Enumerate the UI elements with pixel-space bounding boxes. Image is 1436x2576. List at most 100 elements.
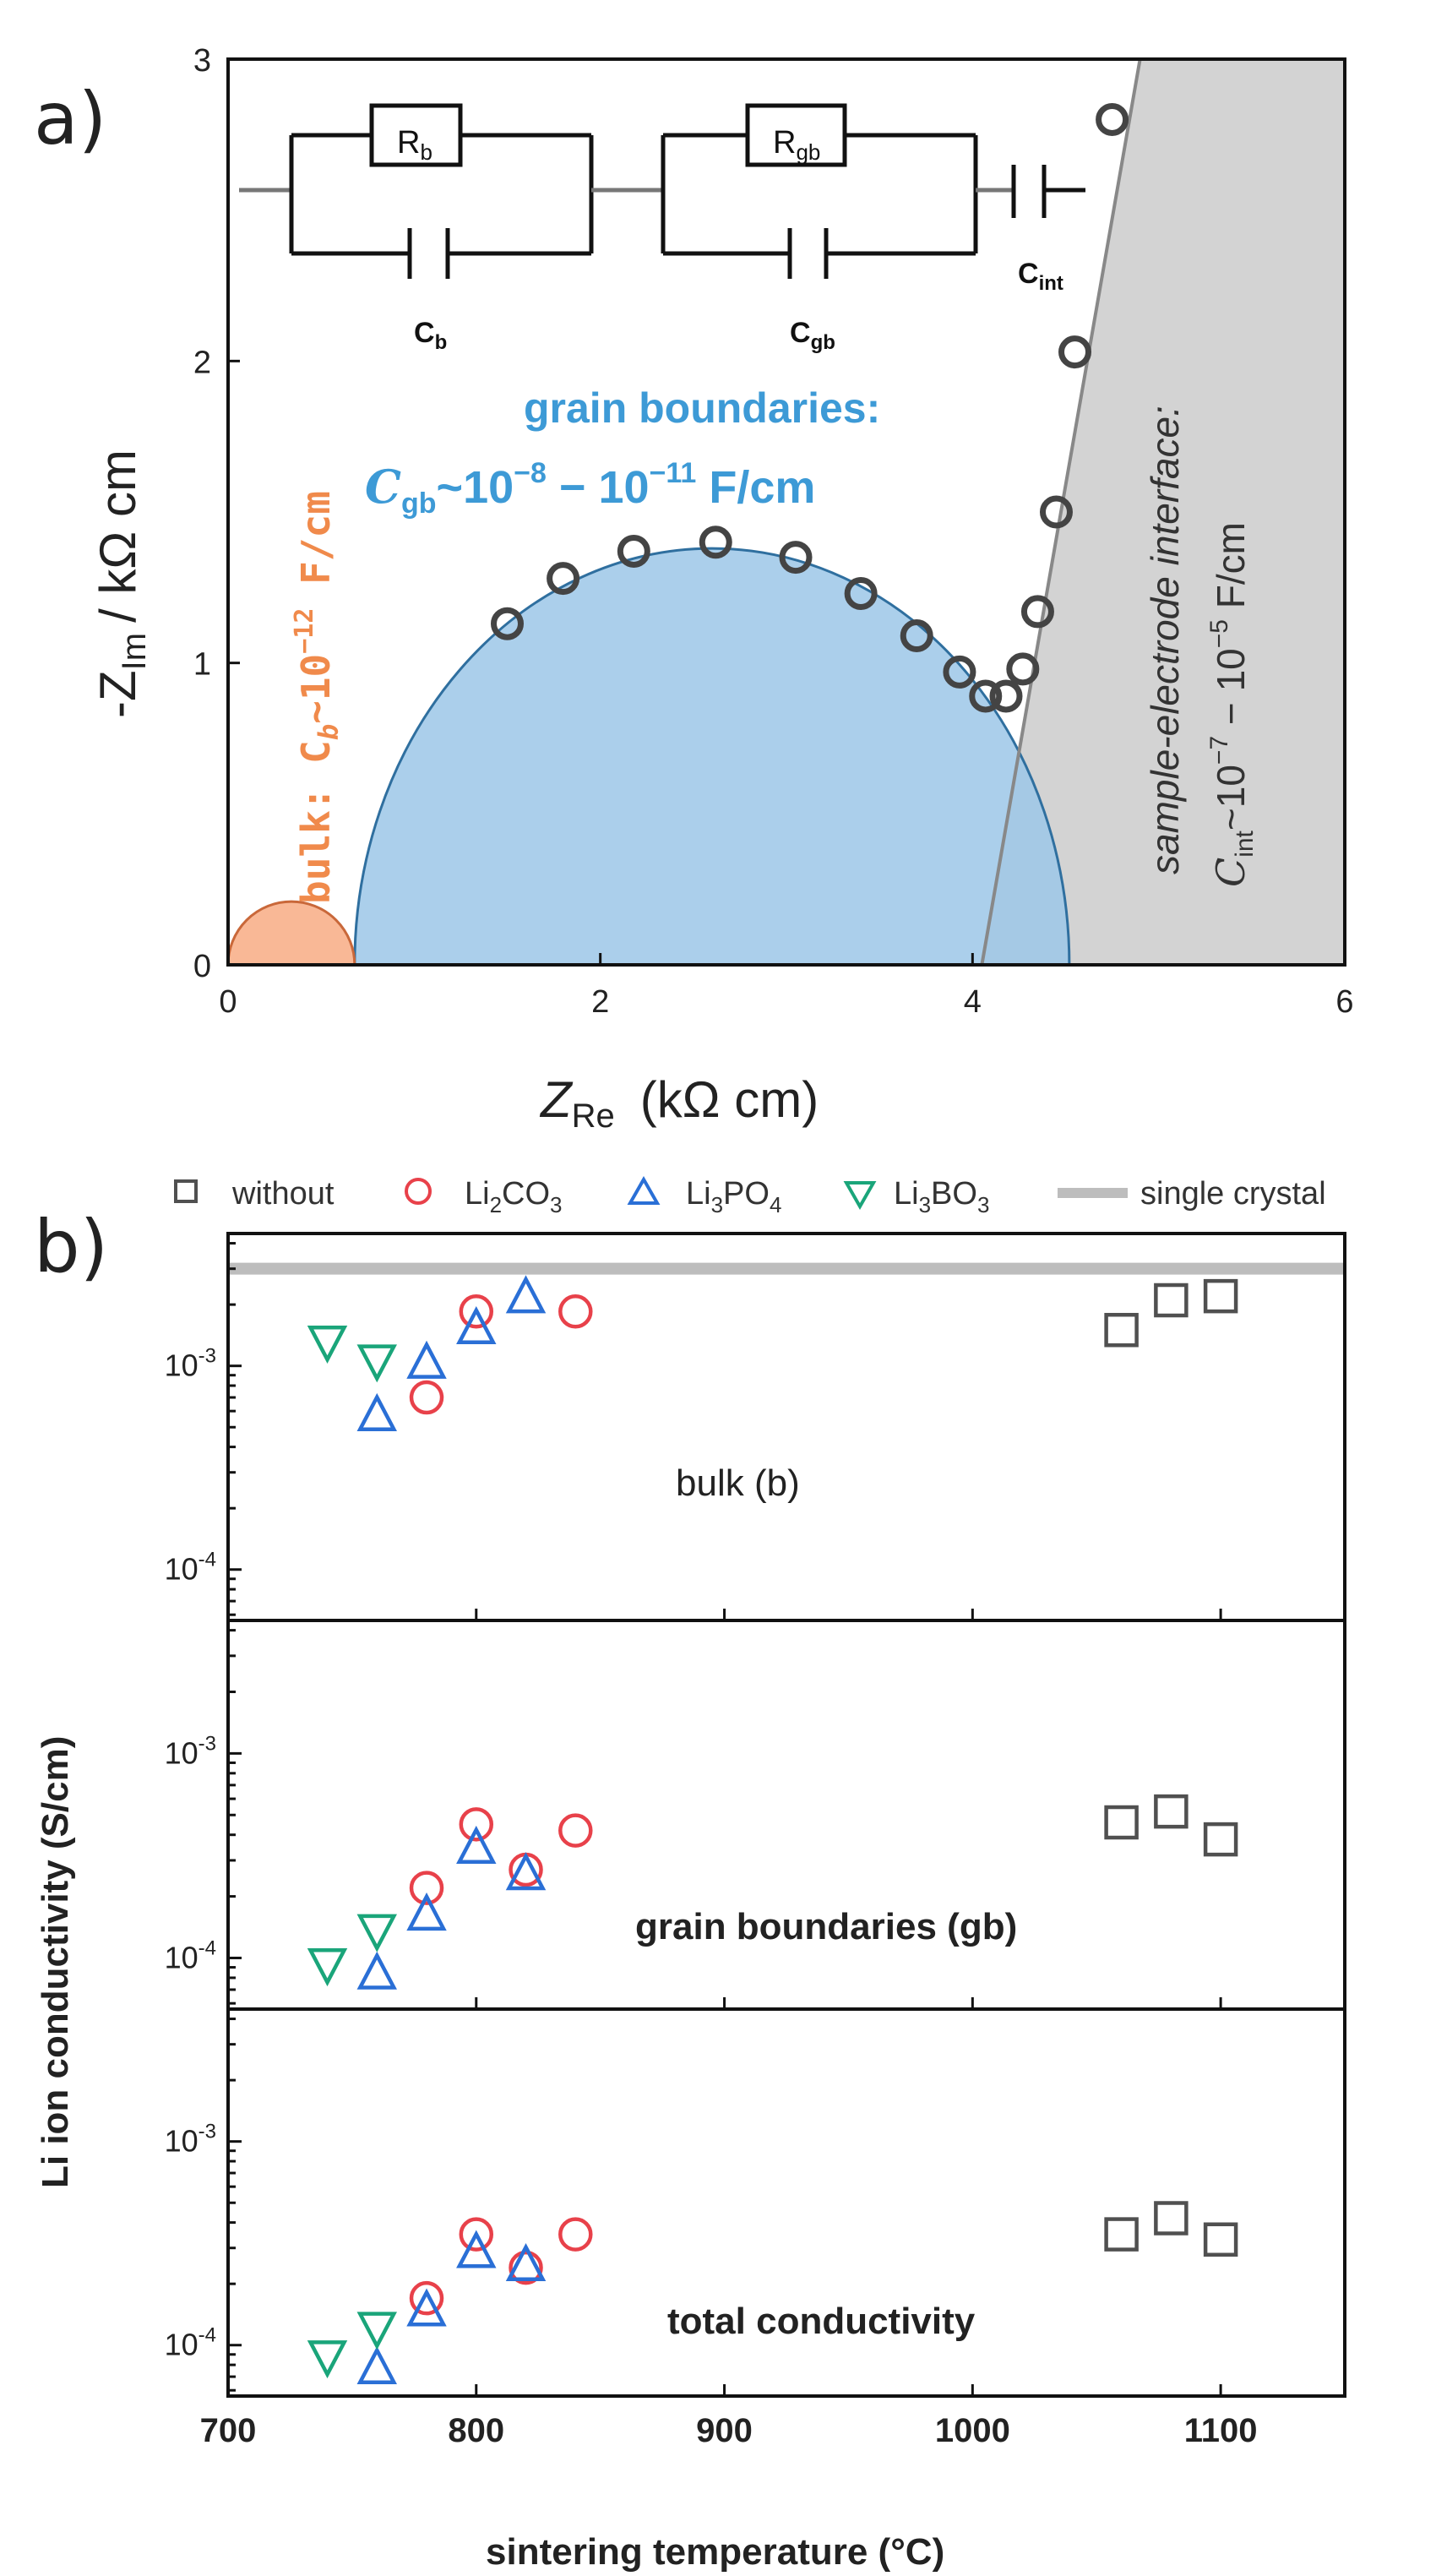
b-xtick-label: 1000 [935,2412,1010,2449]
subplot-label-gb: grain boundaries (gb) [635,1906,1017,1947]
capacitor-cb-label: Cb [414,317,447,354]
legend-label-li2co3: Li2CO3 [465,1176,563,1217]
point-without-2 [1203,2222,1238,2257]
a-ytick-label: 1 [193,647,211,683]
panel-a-regions [226,58,1345,967]
legend-marker-li3bo3 [843,1181,877,1211]
point-without-2 [1203,1278,1238,1314]
measured-point-5 [844,576,878,610]
panel-a-frame [226,57,1346,967]
legend-marker-without [174,1179,198,1203]
legend-marker-li2co3 [405,1178,432,1205]
point-without-0 [1104,1805,1139,1840]
legend-label-li3po4: Li3PO4 [686,1176,781,1217]
subplot-frame-2 [226,2007,1346,2398]
panel-a-xlabel: ZRe (kΩ cm) [539,1071,819,1135]
subplot-2: 10-3 10-4 [165,2007,1346,2398]
point-Li2CO3-2 [558,1294,593,1329]
interface-annotation-value: Cint~10−7 − 10−5 F/cm [1205,522,1259,887]
legend-marker-li3po4 [627,1175,661,1205]
subplot-label-bulk: bulk (b) [676,1462,800,1504]
a-ytick-label: 2 [193,345,211,380]
interface-region [982,59,1345,965]
interface-annotation-title: sample-electrode interface: [1143,406,1187,874]
b-ytick-label: 10-3 [165,2121,216,2159]
point-Li2CO3-0 [409,1871,444,1905]
a-ytick-label: 3 [193,43,211,79]
point-Li2CO3-2 [509,2250,543,2285]
point-Li3PO4-1 [406,1892,447,1931]
subplot-frame-0 [226,1232,1346,1622]
panel-b-subplots: 10-3 10-4 10-3 10-4 10-3 10-4 700 800 900 1000 110… [165,1232,1346,2449]
point-Li3PO4-0 [356,1951,397,1990]
measured-point-14 [1096,102,1129,136]
subplot-label-total: total conductivity [667,2301,976,2342]
panel-a-label: a) [34,77,106,161]
subplot-0: 10-3 10-4 [165,1232,1346,1622]
point-Li2CO3-1 [459,2217,494,2252]
point-Li3PO4-0 [356,1392,397,1431]
measured-point-2 [617,534,650,568]
a-ytick-label: 0 [193,949,211,984]
point-Li2CO3-0 [409,1380,444,1415]
point-Li3PO4-2 [456,1305,497,1345]
measured-point-6 [900,619,933,653]
point-Li3PO4-2 [456,1825,497,1864]
point-Li3BO3-0 [307,1325,348,1364]
measured-point-8 [969,679,1003,713]
panel-a-ticks: 0 2 4 6 0 1 2 3 [193,43,1354,1020]
legend-label-single-crystal: single crystal [1140,1176,1326,1212]
measured-point-7 [943,655,976,689]
b-xtick-label: 1100 [1184,2412,1258,2449]
capacitor-cgb-label: Cgb [790,317,835,354]
point-Li2CO3-0 [409,2280,444,2316]
a-xtick-label: 4 [964,984,982,1020]
point-Li3BO3-1 [356,1344,397,1383]
panel-a-measured-points [491,102,1129,713]
panel-b-ylabel: Li ion conductivity (S/cm) [35,1736,76,2188]
subplot-1: 10-3 10-4 [165,1619,1346,2011]
measured-point-3 [699,526,732,559]
panel-a-ylabel: -ZIm/ kΩ cm [90,449,153,718]
legend: without Li2CO3 Li3PO4 Li3BO3 single crys… [174,1175,1326,1217]
bulk-arc [226,900,356,967]
b-ytick-label: 10-3 [165,1345,216,1383]
measured-point-12 [1039,495,1073,529]
b-ytick-label: 10-4 [165,1549,216,1587]
measured-point-1 [547,562,580,596]
equivalent-circuit [239,103,1085,279]
point-Li3BO3-0 [307,2340,348,2379]
point-without-0 [1104,1312,1139,1348]
point-Li2CO3-1 [459,1294,494,1329]
measured-point-0 [491,607,524,640]
legend-label-without: without [231,1176,335,1212]
point-Li2CO3-3 [558,1813,593,1848]
capacitor-cint-label: Cint [1018,258,1063,295]
point-Li3BO3-1 [356,2312,397,2350]
b-xtick-label: 700 [200,2412,257,2449]
point-without-1 [1154,2201,1189,2236]
point-Li3PO4-0 [356,2345,397,2384]
point-Li3PO4-1 [406,2288,447,2327]
legend-label-li3bo3: Li3BO3 [894,1176,989,1217]
point-Li3PO4-2 [456,2230,497,2268]
measured-point-11 [1020,595,1054,629]
measured-point-4 [779,541,813,575]
gb-arc [353,547,1071,967]
panel-b-xlabel: sintering temperature (°C) [486,2531,944,2573]
bulk-annotation: bulk: Cb~10−12 F/cm [290,491,345,904]
b-xtick-label: 800 [448,2412,504,2449]
subplot-frame-1 [226,1619,1346,2011]
interface-line [980,58,1142,966]
point-without-1 [1154,1794,1189,1829]
point-Li2CO3-3 [558,2217,593,2252]
gb-annotation-value: Cgb~10−8 − 10−11 F/cm [365,457,815,520]
point-Li2CO3-1 [459,1807,494,1842]
b-ytick-label: 10-4 [165,2324,216,2362]
measured-point-9 [989,679,1023,713]
b-ytick-label: 10-4 [165,1936,216,1974]
point-Li3BO3-0 [307,1947,348,1987]
b-ytick-label: 10-3 [165,1732,216,1770]
a-xtick-label: 0 [219,984,237,1020]
